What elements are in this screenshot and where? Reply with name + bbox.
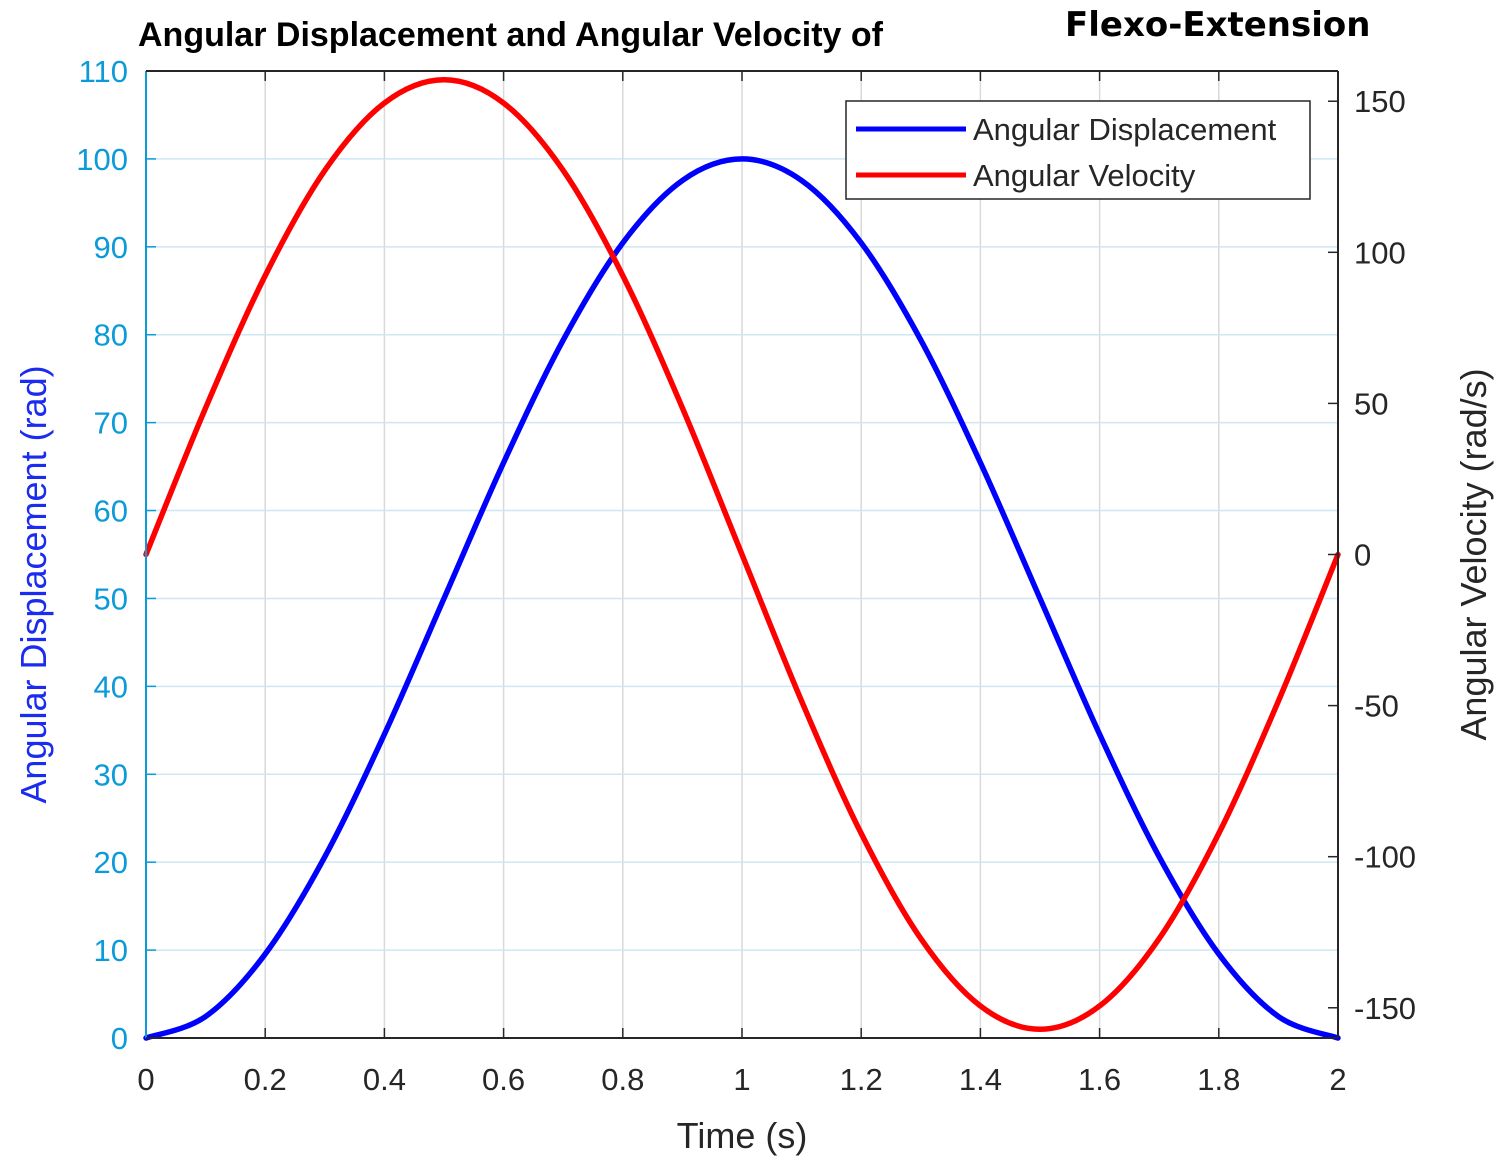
y-right-tick-label: -50 (1354, 689, 1399, 724)
y-left-tick-label: 110 (79, 54, 128, 89)
axes (145, 70, 1339, 1039)
x-tick-label: 1 (733, 1062, 750, 1097)
y-axis-left-label: Angular Displacement (rad) (13, 365, 54, 803)
chart-title: Angular Displacement and Angular Velocit… (138, 16, 884, 54)
legend-label-velocity: Angular Velocity (973, 158, 1196, 193)
x-tick-label: 0 (137, 1062, 154, 1097)
y-left-tick-label: 60 (94, 494, 128, 529)
x-tick-label: 0.4 (363, 1062, 406, 1097)
series-line-angular-displacement (143, 156, 1341, 1041)
y-left-tick-label: 100 (76, 142, 128, 177)
y-right-tick-label: 100 (1354, 235, 1406, 270)
legend-box (845, 100, 1311, 200)
y-right-tick-label: 50 (1354, 386, 1388, 421)
y-right-tick-label: -150 (1354, 991, 1416, 1026)
chart-subtitle: Flexo-Extension (1065, 5, 1370, 45)
y-left-tick-label: 50 (94, 581, 128, 616)
x-tick-label: 0.2 (244, 1062, 287, 1097)
x-tick-label: 1.2 (840, 1062, 883, 1097)
x-tick-label: 1.6 (1078, 1062, 1121, 1097)
x-tick-label: 2 (1329, 1062, 1346, 1097)
y-left-tick-label: 10 (94, 933, 128, 968)
tick-labels: 0 0.2 0.4 0.6 0.8 1 1.2 1.4 1.6 1.8 20102030405060… (76, 54, 1416, 1097)
y-left-tick-label: 80 (94, 318, 128, 353)
y-left-tick-label: 90 (94, 230, 128, 265)
y-left-tick-label: 30 (94, 757, 128, 792)
y-left-tick-label: 0 (111, 1021, 128, 1056)
series-layer (143, 77, 1341, 1041)
series-line-angular-velocity (143, 77, 1341, 1032)
legend-label-displacement: Angular Displacement (973, 112, 1277, 147)
y-axis-right-label: Angular Velocity (rad/s) (1453, 368, 1494, 740)
y-right-tick-label: 0 (1354, 538, 1371, 573)
x-tick-label: 1.8 (1197, 1062, 1240, 1097)
y-right-tick-label: 150 (1354, 84, 1406, 119)
y-left-tick-label: 70 (94, 406, 128, 441)
x-tick-label: 1.4 (959, 1062, 1002, 1097)
legend: Angular Displacement Angular Velocity (845, 100, 1311, 200)
y-right-tick-label: -100 (1354, 840, 1416, 875)
x-tick-label: 0.6 (482, 1062, 525, 1097)
y-left-tick-label: 20 (94, 845, 128, 880)
y-left-tick-label: 40 (94, 669, 128, 704)
x-tick-label: 0.8 (601, 1062, 644, 1097)
x-axis-label: Time (s) (677, 1115, 808, 1156)
